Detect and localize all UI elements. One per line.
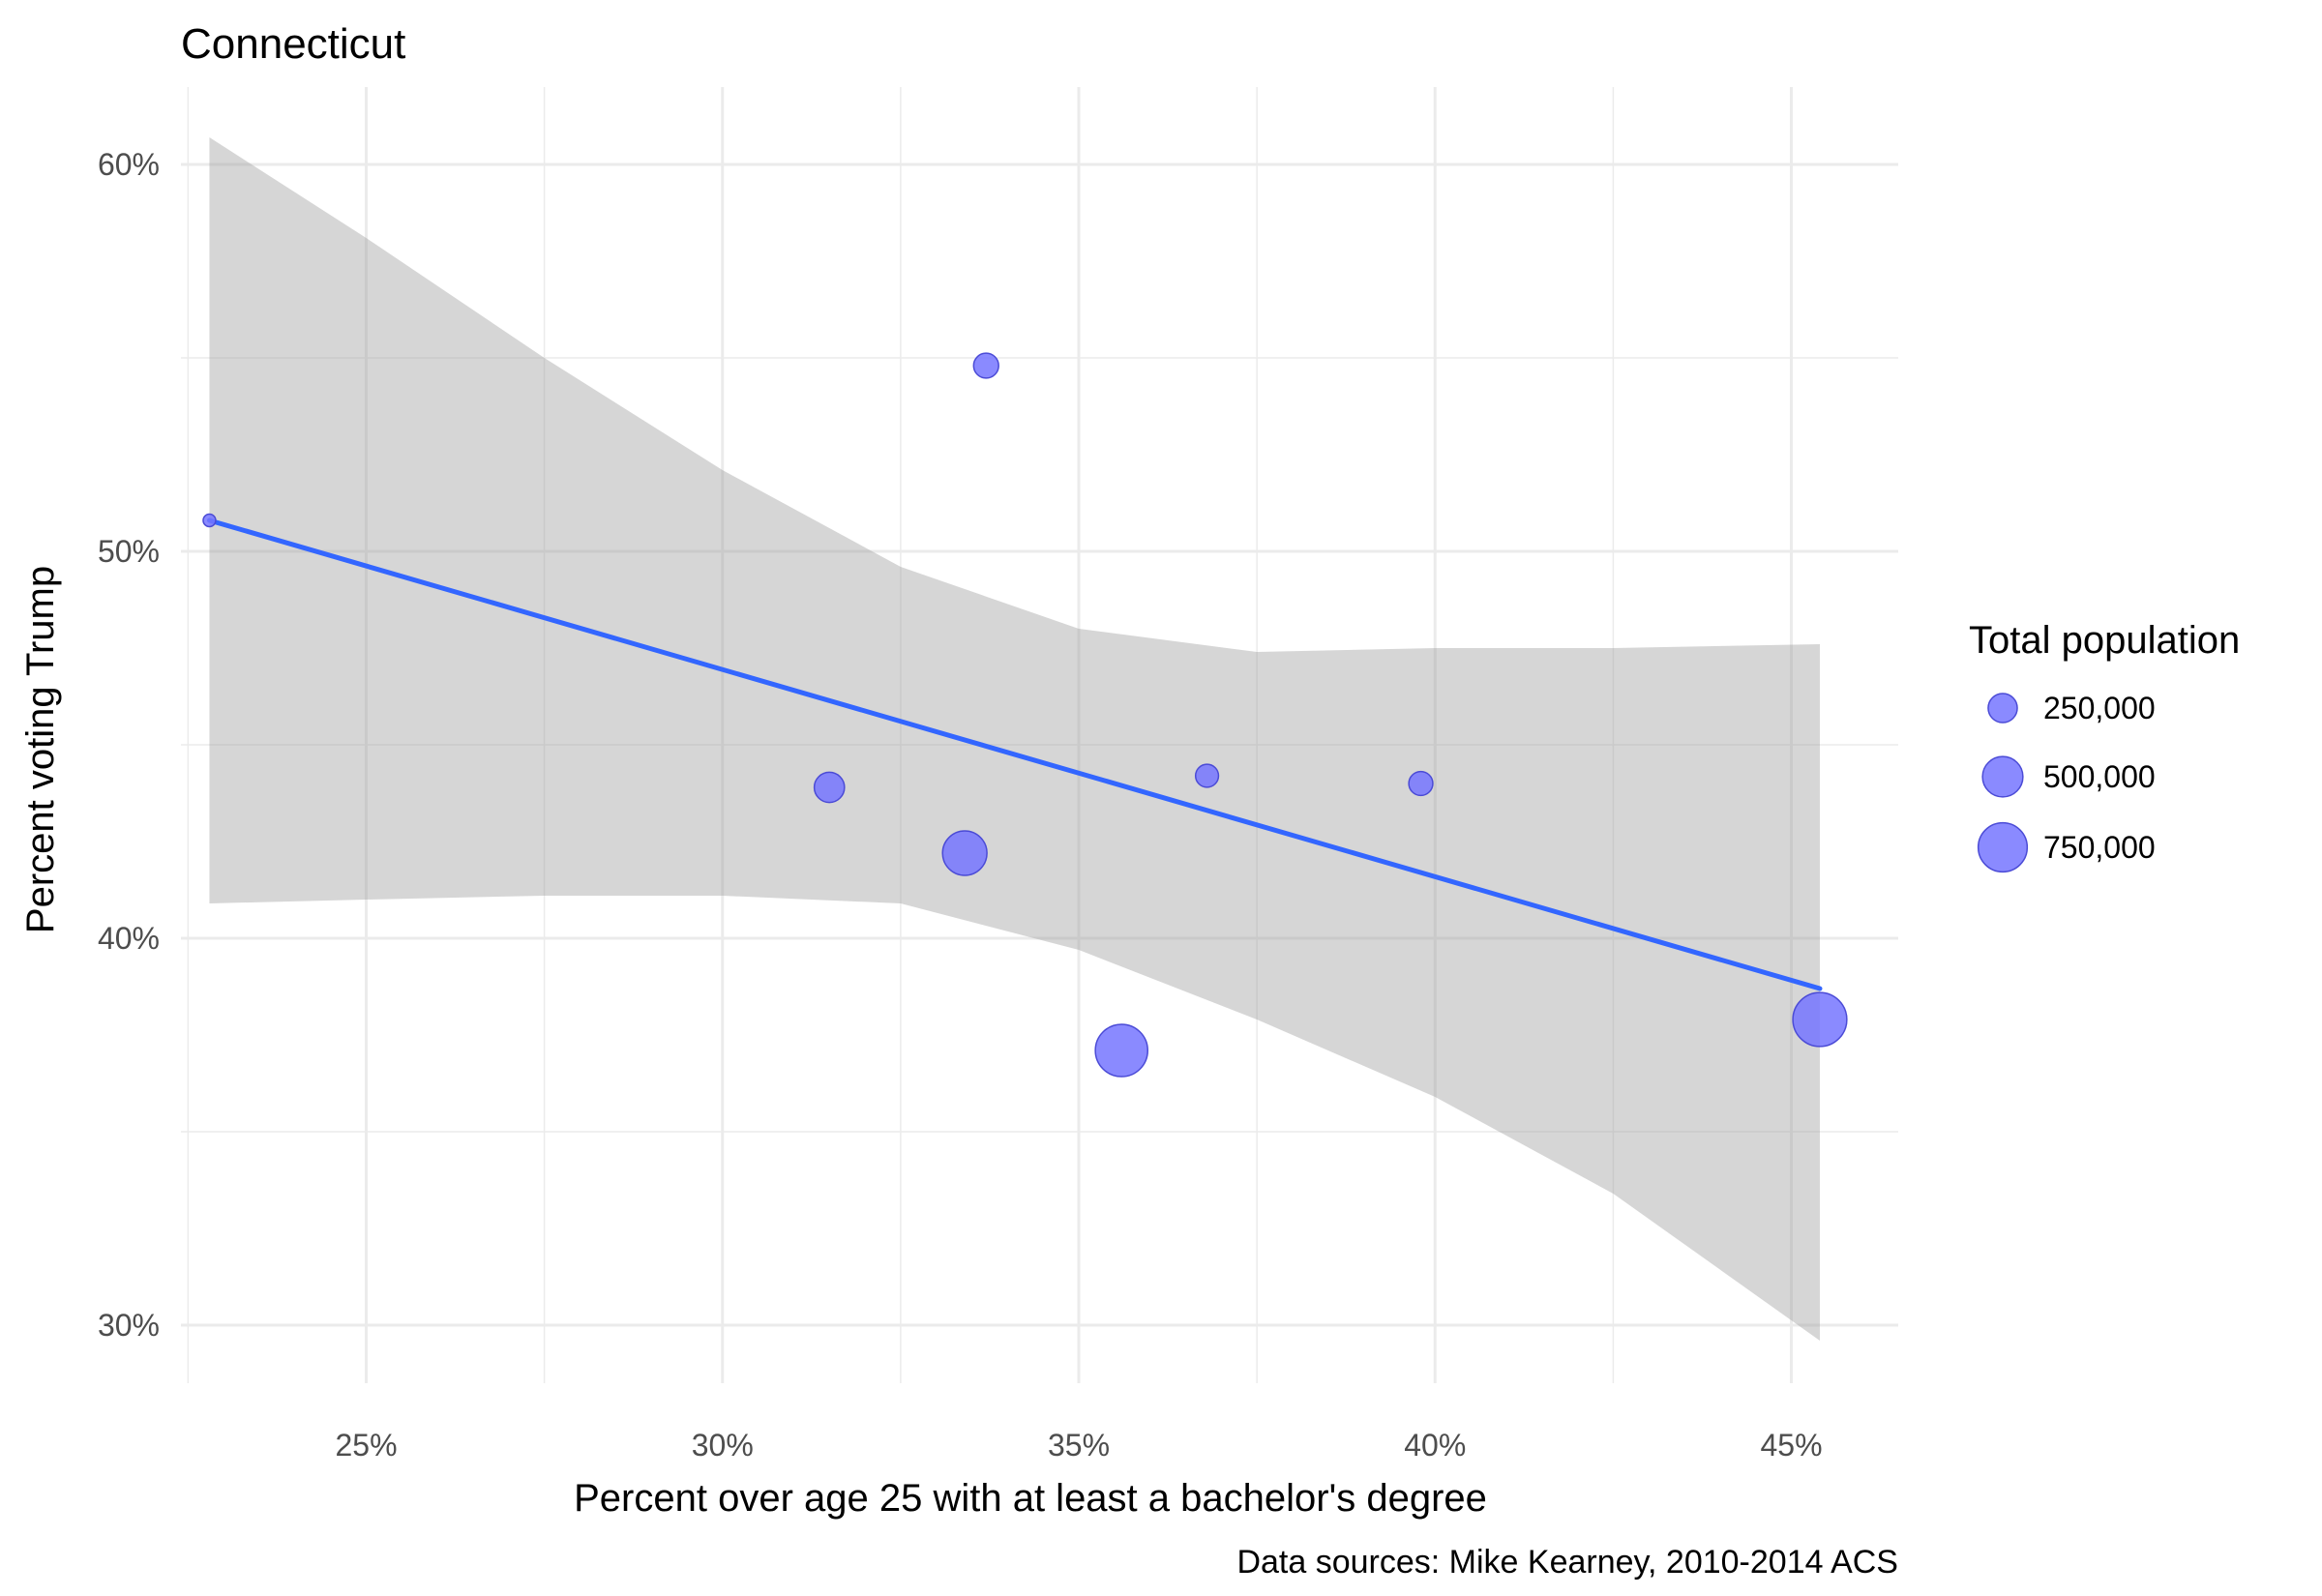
x-tick-label: 45% — [1760, 1428, 1822, 1463]
y-axis-title: Percent voting Trump — [19, 566, 62, 933]
data-point-1 — [202, 513, 217, 528]
y-tick-label: 40% — [98, 921, 160, 956]
x-tick-label: 35% — [1048, 1428, 1110, 1463]
trend-line-layer — [206, 517, 1823, 991]
legend-key-1 — [1987, 693, 2018, 724]
data-point-3 — [813, 771, 846, 804]
y-tick-label: 60% — [98, 147, 160, 182]
confidence-band — [209, 137, 1820, 1341]
x-tick-label: 30% — [692, 1428, 754, 1463]
y-tick-label: 50% — [98, 534, 160, 569]
trend-line — [206, 517, 1823, 991]
points-layer — [202, 352, 1848, 1078]
size-legend: Total population 250,000 500,000 750,000 — [1969, 619, 2240, 873]
chart-title: Connecticut — [181, 20, 405, 68]
legend-key-2 — [1981, 755, 2024, 798]
data-point-2 — [972, 352, 999, 379]
data-point-7 — [1094, 1023, 1149, 1078]
x-tick-label: 40% — [1404, 1428, 1466, 1463]
legend-label: 500,000 — [2043, 759, 2156, 794]
data-point-5 — [1194, 763, 1220, 788]
legend-key-3 — [1977, 821, 2029, 873]
x-axis-title: Percent over age 25 with at least a bach… — [574, 1477, 1487, 1520]
legend-label: 750,000 — [2043, 830, 2156, 865]
data-point-6 — [1408, 770, 1434, 797]
y-tick-label: 30% — [98, 1308, 160, 1343]
tick-labels: 25% 30% 35% 40% 45% 30% 40% 50% 60% — [98, 147, 1823, 1463]
data-point-8 — [1792, 991, 1848, 1048]
caption: Data sources: Mike Kearney, 2010-2014 AC… — [1236, 1544, 1898, 1581]
data-point-4 — [941, 830, 988, 876]
legend-label: 250,000 — [2043, 691, 2156, 725]
x-tick-label: 25% — [335, 1428, 397, 1463]
confidence-band-layer — [209, 137, 1820, 1341]
grid — [181, 87, 1898, 1383]
legend-title: Total population — [1969, 619, 2240, 662]
